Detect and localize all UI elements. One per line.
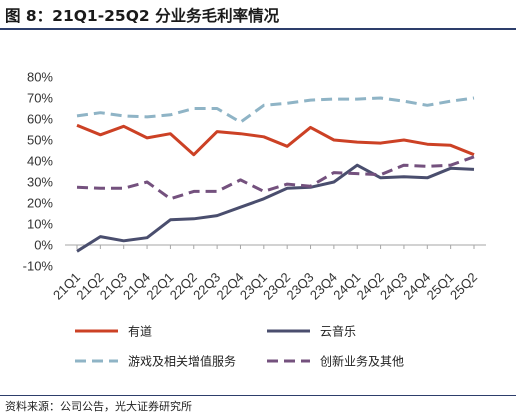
- figure-title: 图 8：21Q1-25Q2 分业务毛利率情况: [5, 7, 280, 25]
- chart: -10% 0% 10% 20% 30% 40% 50% 60% 70% 80% 21Q121Q22…: [23, 70, 486, 369]
- series-line-1: [76, 123, 475, 157]
- legend-label-2: 云音乐: [320, 324, 356, 339]
- bottom-rule: [0, 395, 516, 396]
- series-line-3: [76, 96, 475, 124]
- legend-label-3: 游戏及相关增值服务: [128, 354, 236, 369]
- y-tick-label: 60%: [27, 112, 53, 127]
- y-tick-label: 40%: [27, 154, 53, 169]
- y-tick-label: 30%: [27, 175, 53, 190]
- y-axis: -10% 0% 10% 20% 30% 40% 50% 60% 70% 80%: [23, 70, 54, 274]
- y-tick-label: 20%: [27, 196, 53, 211]
- top-rule: [0, 28, 516, 30]
- y-tick-label: 50%: [27, 133, 53, 148]
- y-tick-label: 10%: [27, 217, 53, 232]
- y-tick-label: 70%: [27, 91, 53, 106]
- series-line-2: [76, 163, 475, 253]
- source-note: 资料来源：公司公告，光大证券研究所: [5, 400, 192, 413]
- series-line-4: [76, 155, 475, 201]
- legend-label-4: 创新业务及其他: [320, 354, 404, 369]
- y-tick-label: 0%: [34, 238, 53, 253]
- y-tick-label: -10%: [23, 259, 54, 274]
- y-tick-label: 80%: [27, 70, 53, 85]
- x-axis: 21Q121Q221Q321Q422Q122Q222Q322Q423Q123Q2…: [50, 244, 486, 303]
- legend-label-1: 有道: [128, 325, 152, 339]
- x-tick-label: 25Q2: [447, 270, 480, 303]
- series-lines: [76, 96, 475, 253]
